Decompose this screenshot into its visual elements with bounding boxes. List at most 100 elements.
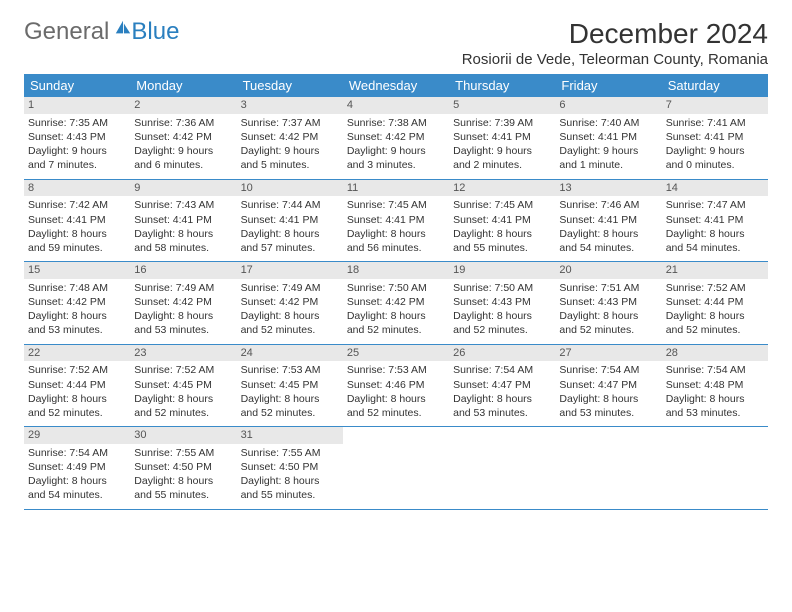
- day-details: Sunrise: 7:35 AMSunset: 4:43 PMDaylight:…: [27, 116, 127, 173]
- day-number: 18: [343, 262, 449, 279]
- day-details: Sunrise: 7:38 AMSunset: 4:42 PMDaylight:…: [346, 116, 446, 173]
- day-header: Sunday: [24, 74, 130, 97]
- logo-text-general: General: [24, 18, 109, 46]
- day-number: 1: [24, 97, 130, 114]
- day-cell: 21 Sunrise: 7:52 AMSunset: 4:44 PMDayligh…: [662, 262, 768, 344]
- week-row: 8Sunrise: 7:42 AMSunset: 4:41 PMDaylight…: [24, 180, 768, 263]
- day-details: Sunrise: 7:39 AMSunset: 4:41 PMDaylight:…: [452, 116, 552, 173]
- day-cell: 22Sunrise: 7:52 AMSunset: 4:44 PMDayligh…: [24, 345, 130, 427]
- day-number: 26: [449, 345, 555, 362]
- day-cell: 23Sunrise: 7:52 AMSunset: 4:45 PMDayligh…: [130, 345, 236, 427]
- day-number: 12: [449, 180, 555, 197]
- day-details: Sunrise: 7:53 AMSunset: 4:46 PMDaylight:…: [346, 363, 446, 420]
- week-row: 15Sunrise: 7:48 AMSunset: 4:42 PMDayligh…: [24, 262, 768, 345]
- day-number: 10: [237, 180, 343, 197]
- day-number: 16: [130, 262, 236, 279]
- day-number: 11: [343, 180, 449, 197]
- day-cell: 20Sunrise: 7:51 AMSunset: 4:43 PMDayligh…: [555, 262, 661, 344]
- day-cell: 14Sunrise: 7:47 AMSunset: 4:41 PMDayligh…: [662, 180, 768, 262]
- day-details: Sunrise: 7:47 AMSunset: 4:41 PMDaylight:…: [665, 198, 765, 255]
- day-number: 6: [555, 97, 661, 114]
- day-number: 3: [237, 97, 343, 114]
- day-cell: 8Sunrise: 7:42 AMSunset: 4:41 PMDaylight…: [24, 180, 130, 262]
- day-cell: [662, 427, 768, 509]
- logo-text-blue: Blue: [131, 18, 179, 46]
- day-cell: 4 Sunrise: 7:38 AMSunset: 4:42 PMDaylight…: [343, 97, 449, 179]
- day-cell: 27Sunrise: 7:54 AMSunset: 4:47 PMDayligh…: [555, 345, 661, 427]
- day-details: Sunrise: 7:40 AMSunset: 4:41 PMDaylight:…: [558, 116, 658, 173]
- day-cell: 29 Sunrise: 7:54 AMSunset: 4:49 PMDayligh…: [24, 427, 130, 509]
- day-details: Sunrise: 7:54 AMSunset: 4:48 PMDaylight:…: [665, 363, 765, 420]
- day-details: Sunrise: 7:36 AMSunset: 4:42 PMDaylight:…: [133, 116, 233, 173]
- day-details: Sunrise: 7:46 AMSunset: 4:41 PMDaylight:…: [558, 198, 658, 255]
- day-number: 19: [449, 262, 555, 279]
- day-details: Sunrise: 7:43 AMSunset: 4:41 PMDaylight:…: [133, 198, 233, 255]
- day-number: 4: [343, 97, 449, 114]
- day-number: 29: [24, 427, 130, 444]
- day-number: 14: [662, 180, 768, 197]
- calendar: SundayMondayTuesdayWednesdayThursdayFrid…: [24, 74, 768, 510]
- day-cell: 15Sunrise: 7:48 AMSunset: 4:42 PMDayligh…: [24, 262, 130, 344]
- day-cell: 17 Sunrise: 7:49 AMSunset: 4:42 PMDayligh…: [237, 262, 343, 344]
- day-header: Saturday: [662, 74, 768, 97]
- day-details: Sunrise: 7:52 AMSunset: 4:44 PMDaylight:…: [665, 281, 765, 338]
- day-cell: 24Sunrise: 7:53 AMSunset: 4:45 PMDayligh…: [237, 345, 343, 427]
- day-cell: 18Sunrise: 7:50 AMSunset: 4:42 PMDayligh…: [343, 262, 449, 344]
- day-cell: 9Sunrise: 7:43 AMSunset: 4:41 PMDaylight…: [130, 180, 236, 262]
- day-cell: 12Sunrise: 7:45 AMSunset: 4:41 PMDayligh…: [449, 180, 555, 262]
- day-details: Sunrise: 7:54 AMSunset: 4:47 PMDaylight:…: [558, 363, 658, 420]
- day-cell: 2 Sunrise: 7:36 AMSunset: 4:42 PMDaylight…: [130, 97, 236, 179]
- week-row: 29 Sunrise: 7:54 AMSunset: 4:49 PMDayligh…: [24, 427, 768, 510]
- weeks-container: 1 Sunrise: 7:35 AMSunset: 4:43 PMDaylight…: [24, 97, 768, 510]
- day-header-row: SundayMondayTuesdayWednesdayThursdayFrid…: [24, 74, 768, 97]
- day-details: Sunrise: 7:51 AMSunset: 4:43 PMDaylight:…: [558, 281, 658, 338]
- day-details: Sunrise: 7:42 AMSunset: 4:41 PMDaylight:…: [27, 198, 127, 255]
- day-number: 25: [343, 345, 449, 362]
- day-details: Sunrise: 7:49 AMSunset: 4:42 PMDaylight:…: [133, 281, 233, 338]
- day-cell: [555, 427, 661, 509]
- day-number: 28: [662, 345, 768, 362]
- page-header: General Blue December 2024 Rosiorii de V…: [24, 18, 768, 68]
- day-details: Sunrise: 7:45 AMSunset: 4:41 PMDaylight:…: [346, 198, 446, 255]
- day-details: Sunrise: 7:45 AMSunset: 4:41 PMDaylight:…: [452, 198, 552, 255]
- week-row: 1 Sunrise: 7:35 AMSunset: 4:43 PMDaylight…: [24, 97, 768, 180]
- day-cell: 19 Sunrise: 7:50 AMSunset: 4:43 PMDayligh…: [449, 262, 555, 344]
- week-row: 22Sunrise: 7:52 AMSunset: 4:44 PMDayligh…: [24, 345, 768, 428]
- day-header: Tuesday: [237, 74, 343, 97]
- day-cell: 30Sunrise: 7:55 AMSunset: 4:50 PMDayligh…: [130, 427, 236, 509]
- day-number: 15: [24, 262, 130, 279]
- day-details: Sunrise: 7:53 AMSunset: 4:45 PMDaylight:…: [240, 363, 340, 420]
- day-number: 2: [130, 97, 236, 114]
- day-number: 23: [130, 345, 236, 362]
- day-cell: 6 Sunrise: 7:40 AMSunset: 4:41 PMDaylight…: [555, 97, 661, 179]
- day-header: Monday: [130, 74, 236, 97]
- day-cell: 16 Sunrise: 7:49 AMSunset: 4:42 PMDayligh…: [130, 262, 236, 344]
- day-details: Sunrise: 7:41 AMSunset: 4:41 PMDaylight:…: [665, 116, 765, 173]
- day-header: Wednesday: [343, 74, 449, 97]
- day-number: 17: [237, 262, 343, 279]
- day-details: Sunrise: 7:52 AMSunset: 4:45 PMDaylight:…: [133, 363, 233, 420]
- day-cell: 1 Sunrise: 7:35 AMSunset: 4:43 PMDaylight…: [24, 97, 130, 179]
- logo: General Blue: [24, 18, 179, 46]
- title-block: December 2024 Rosiorii de Vede, Teleorma…: [462, 18, 768, 68]
- day-cell: 3 Sunrise: 7:37 AMSunset: 4:42 PMDaylight…: [237, 97, 343, 179]
- month-title: December 2024: [462, 18, 768, 50]
- day-number: 22: [24, 345, 130, 362]
- day-details: Sunrise: 7:54 AMSunset: 4:47 PMDaylight:…: [452, 363, 552, 420]
- logo-sail-icon: [114, 19, 132, 37]
- day-number: 9: [130, 180, 236, 197]
- day-number: 7: [662, 97, 768, 114]
- day-details: Sunrise: 7:49 AMSunset: 4:42 PMDaylight:…: [240, 281, 340, 338]
- day-number: 8: [24, 180, 130, 197]
- day-details: Sunrise: 7:37 AMSunset: 4:42 PMDaylight:…: [240, 116, 340, 173]
- day-number: 21: [662, 262, 768, 279]
- day-number: 30: [130, 427, 236, 444]
- day-header: Thursday: [449, 74, 555, 97]
- day-details: Sunrise: 7:52 AMSunset: 4:44 PMDaylight:…: [27, 363, 127, 420]
- day-cell: 11Sunrise: 7:45 AMSunset: 4:41 PMDayligh…: [343, 180, 449, 262]
- day-details: Sunrise: 7:54 AMSunset: 4:49 PMDaylight:…: [27, 446, 127, 503]
- day-details: Sunrise: 7:44 AMSunset: 4:41 PMDaylight:…: [240, 198, 340, 255]
- day-cell: 28Sunrise: 7:54 AMSunset: 4:48 PMDayligh…: [662, 345, 768, 427]
- day-cell: 26Sunrise: 7:54 AMSunset: 4:47 PMDayligh…: [449, 345, 555, 427]
- day-details: Sunrise: 7:50 AMSunset: 4:43 PMDaylight:…: [452, 281, 552, 338]
